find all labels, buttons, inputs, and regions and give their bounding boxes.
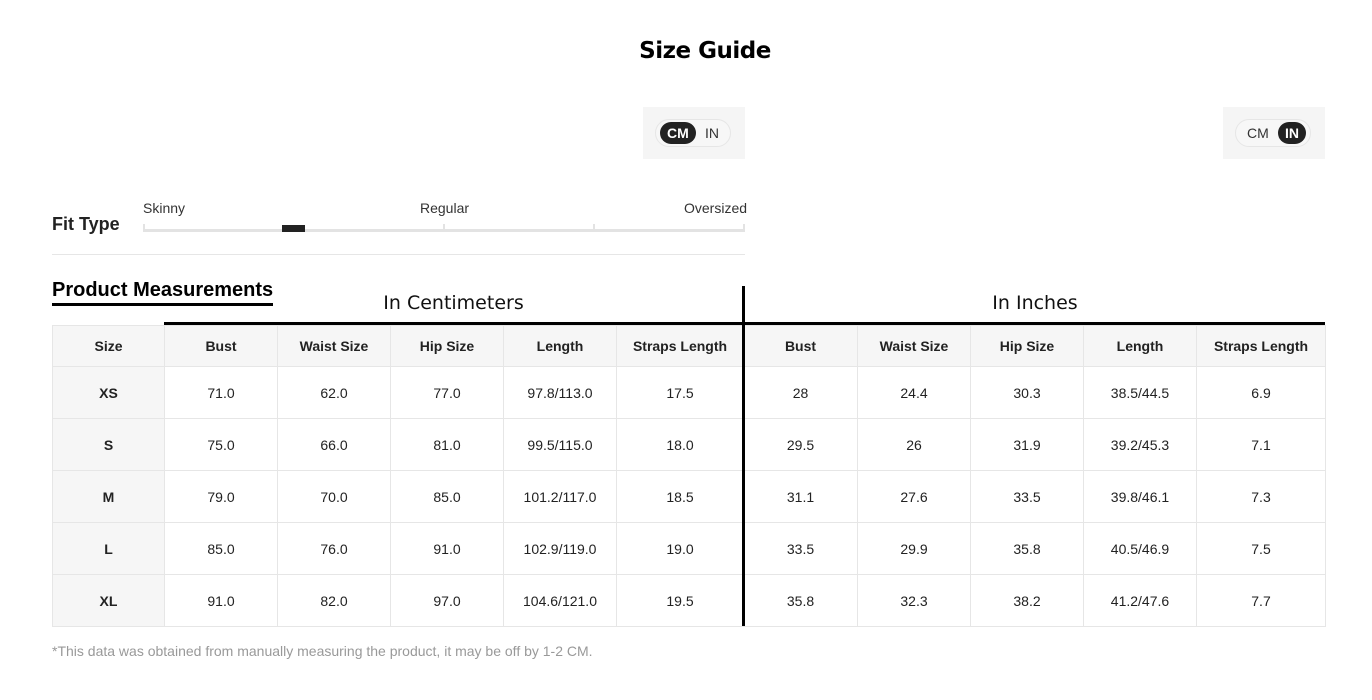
size-cell: L <box>52 522 165 575</box>
measurement-cell: 91.0 <box>164 574 278 627</box>
measurement-cell: 7.5 <box>1196 522 1326 575</box>
column-header: Bust <box>743 325 858 367</box>
column-header: Bust <box>164 325 278 367</box>
measurement-cell: 97.8/113.0 <box>503 366 617 419</box>
measurement-cell: 27.6 <box>857 470 971 523</box>
fit-oversized-label: Oversized <box>684 200 748 216</box>
size-table: Size Bust Waist Size Hip Size Length Straps L… <box>52 325 1326 627</box>
page-title: Size Guide <box>639 38 771 64</box>
measurement-cell: 31.9 <box>970 418 1084 471</box>
measurement-cell: 28 <box>743 366 858 419</box>
measurement-cell: 7.3 <box>1196 470 1326 523</box>
group-header-cm: In Centimeters <box>383 292 524 314</box>
measurement-cell: 18.5 <box>616 470 744 523</box>
measurement-cell: 35.8 <box>743 574 858 627</box>
table-header-row: Size Bust Waist Size Hip Size Length Straps L… <box>52 325 1326 367</box>
fit-tick <box>143 224 145 232</box>
measurement-cell: 38.2 <box>970 574 1084 627</box>
table-row: XS 71.0 62.0 77.0 97.8/113.0 17.5 28 24.4 30.3 38… <box>52 366 1326 419</box>
measurement-cell: 66.0 <box>277 418 391 471</box>
fit-tick <box>743 224 745 232</box>
measurement-cell: 79.0 <box>164 470 278 523</box>
measurement-cell: 71.0 <box>164 366 278 419</box>
measurement-cell: 85.0 <box>390 470 504 523</box>
measurement-cell: 75.0 <box>164 418 278 471</box>
measurement-cell: 35.8 <box>970 522 1084 575</box>
size-cell: S <box>52 418 165 471</box>
column-header: Waist Size <box>277 325 391 367</box>
fit-tick <box>443 224 445 232</box>
fit-type-label: Fit Type <box>52 214 120 234</box>
measurement-cell: 31.1 <box>743 470 858 523</box>
measurement-cell: 19.0 <box>616 522 744 575</box>
measurement-cell: 81.0 <box>390 418 504 471</box>
unit-toggle-in-panel: CM IN <box>1223 107 1325 159</box>
measurement-cell: 102.9/119.0 <box>503 522 617 575</box>
unit-toggle[interactable]: CM IN <box>1235 119 1311 147</box>
unit-in-option[interactable]: IN <box>1277 122 1306 144</box>
measurement-cell: 62.0 <box>277 366 391 419</box>
measurement-cell: 33.5 <box>743 522 858 575</box>
unit-toggle-cm-panel: CM IN <box>643 107 745 159</box>
measurement-cell: 104.6/121.0 <box>503 574 617 627</box>
measurement-cell: 32.3 <box>857 574 971 627</box>
measurement-cell: 77.0 <box>390 366 504 419</box>
measurement-cell: 97.0 <box>390 574 504 627</box>
measurement-cell: 39.2/45.3 <box>1083 418 1197 471</box>
measurement-cell: 85.0 <box>164 522 278 575</box>
measurement-cell: 33.5 <box>970 470 1084 523</box>
column-header: Length <box>1083 325 1197 367</box>
section-title: Product Measurements <box>52 279 274 306</box>
column-header: Hip Size <box>970 325 1084 367</box>
unit-divider <box>742 286 745 626</box>
column-header: Waist Size <box>857 325 971 367</box>
table-row: S 75.0 66.0 81.0 99.5/115.0 18.0 29.5 26 31.9 39.… <box>52 418 1326 471</box>
measurement-cell: 7.1 <box>1196 418 1326 471</box>
unit-cm-option[interactable]: CM <box>660 122 696 144</box>
unit-cm-option[interactable]: CM <box>1247 125 1269 141</box>
measurement-cell: 29.5 <box>743 418 858 471</box>
unit-toggle[interactable]: CM IN <box>655 119 731 147</box>
group-header-in: In Inches <box>992 292 1078 314</box>
measurement-cell: 39.8/46.1 <box>1083 470 1197 523</box>
measurement-cell: 70.0 <box>277 470 391 523</box>
measurement-cell: 24.4 <box>857 366 971 419</box>
measurement-cell: 30.3 <box>970 366 1084 419</box>
measurement-cell: 19.5 <box>616 574 744 627</box>
measurement-cell: 17.5 <box>616 366 744 419</box>
measurement-cell: 7.7 <box>1196 574 1326 627</box>
fit-tick <box>593 224 595 232</box>
measurement-cell: 38.5/44.5 <box>1083 366 1197 419</box>
column-header: Straps Length <box>1196 325 1326 367</box>
column-header: Hip Size <box>390 325 504 367</box>
fit-skinny-label: Skinny <box>143 200 186 216</box>
column-header: Size <box>52 325 165 367</box>
measurement-cell: 6.9 <box>1196 366 1326 419</box>
measurement-cell: 26 <box>857 418 971 471</box>
table-row: L 85.0 76.0 91.0 102.9/119.0 19.0 33.5 29.9 35.8… <box>52 522 1326 575</box>
measurement-cell: 91.0 <box>390 522 504 575</box>
measurement-cell: 40.5/46.9 <box>1083 522 1197 575</box>
column-header: Length <box>503 325 617 367</box>
fit-indicator <box>281 225 305 232</box>
measurement-cell: 41.2/47.6 <box>1083 574 1197 627</box>
measurement-cell: 101.2/117.0 <box>503 470 617 523</box>
divider <box>52 254 745 255</box>
disclaimer-note: *This data was obtained from manually me… <box>52 643 593 659</box>
unit-in-option[interactable]: IN <box>704 125 719 141</box>
fit-regular-label: Regular <box>420 200 470 216</box>
table-row: XL 91.0 82.0 97.0 104.6/121.0 19.5 35.8 32.3 38.… <box>52 574 1326 627</box>
measurement-cell: 29.9 <box>857 522 971 575</box>
measurement-cell: 18.0 <box>616 418 744 471</box>
size-cell: XS <box>52 366 165 419</box>
measurement-cell: 99.5/115.0 <box>503 418 617 471</box>
size-cell: XL <box>52 574 165 627</box>
size-cell: M <box>52 470 165 523</box>
measurement-cell: 82.0 <box>277 574 391 627</box>
column-header: Straps Length <box>616 325 744 367</box>
measurement-cell: 76.0 <box>277 522 391 575</box>
table-row: M 79.0 70.0 85.0 101.2/117.0 18.5 31.1 27.6 33.5… <box>52 470 1326 523</box>
